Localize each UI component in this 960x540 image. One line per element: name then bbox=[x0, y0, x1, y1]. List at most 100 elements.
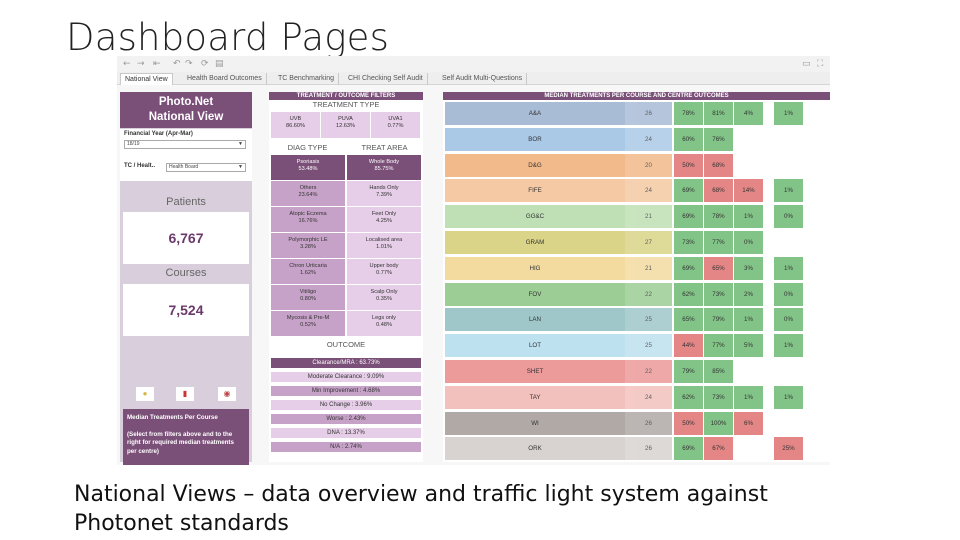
table-row[interactable]: GRAM 27 73% 77% 0% bbox=[445, 231, 830, 254]
treat-area-cell[interactable]: Upper body 0.77% bbox=[347, 259, 421, 284]
row-pct-c3 bbox=[734, 360, 763, 383]
row-pct-c2: 79% bbox=[704, 308, 733, 332]
redo-icon[interactable]: ↷ bbox=[185, 59, 193, 69]
outcome-item[interactable]: Min Improvement : 4.68% bbox=[271, 386, 421, 396]
treatment-type-name: PUVA bbox=[338, 116, 353, 122]
courses-label: Courses bbox=[165, 267, 207, 279]
treatment-type-cell[interactable]: PUVA 12.63% bbox=[321, 112, 370, 138]
tab-self-audit-multi[interactable]: Self Audit Multi-Questions bbox=[438, 73, 528, 85]
refresh-icon[interactable]: ⟳ bbox=[201, 59, 209, 69]
diag-type-cell[interactable]: Polymorphic LE 3.28% bbox=[271, 233, 345, 258]
table-row[interactable]: WI 26 50% 100% 6% bbox=[445, 411, 830, 435]
tc-select[interactable]: Health Board ▼ bbox=[166, 163, 246, 172]
treat-area-cell[interactable]: Scalp Only 0.35% bbox=[347, 285, 421, 310]
tab-national-view[interactable]: National View bbox=[120, 73, 173, 85]
row-label: FOV bbox=[445, 282, 625, 306]
table-row[interactable]: LAN 25 65% 79% 1% 0% bbox=[445, 308, 830, 332]
diag-type-cell[interactable]: Atopic Eczema 16.76% bbox=[271, 207, 345, 232]
table-row[interactable]: LOT 25 44% 77% 5% 1% bbox=[445, 334, 830, 358]
table-row[interactable]: ORK 26 69% 67% 25% bbox=[445, 437, 830, 461]
traffic-light-icon[interactable]: ▮ bbox=[176, 387, 194, 401]
diag-type-cell[interactable]: Mycosis & Pre-M 0.52% bbox=[271, 311, 345, 336]
row-pct-c3: 1% bbox=[734, 205, 763, 229]
diag-type-cell[interactable]: Others 23.64% bbox=[271, 181, 345, 206]
row-median: 26 bbox=[625, 102, 672, 125]
table-row[interactable]: SHET 22 79% 85% bbox=[445, 360, 830, 383]
row-pct-c4: 1% bbox=[774, 385, 803, 409]
diag-type-cell[interactable]: Chron Urticaria 1.62% bbox=[271, 259, 345, 284]
diag-type-cell[interactable]: Psoriasis 53.48% bbox=[271, 155, 345, 180]
outcome-title: OUTCOME bbox=[326, 340, 366, 349]
financial-year-value: 18/19 bbox=[127, 141, 140, 147]
comment-icon[interactable]: ▭ bbox=[802, 59, 811, 69]
treatment-type-cell[interactable]: UVB 86.60% bbox=[271, 112, 320, 138]
diag-type-name: Atopic Eczema bbox=[289, 211, 327, 217]
fullscreen-icon[interactable]: ⛶ bbox=[817, 59, 824, 69]
table-row[interactable]: A&A 26 78% 81% 4% 1% bbox=[445, 102, 830, 125]
treat-area-cell[interactable]: Legs only 0.48% bbox=[347, 311, 421, 336]
row-label: ORK bbox=[445, 437, 625, 461]
row-label: FIFE bbox=[445, 179, 625, 203]
treat-area-cell[interactable]: Localised area 1.01% bbox=[347, 233, 421, 258]
table-row[interactable]: FOV 22 62% 73% 2% 0% bbox=[445, 282, 830, 306]
treatment-type-cell[interactable]: UVA1 0.77% bbox=[371, 112, 420, 138]
row-median: 21 bbox=[625, 205, 672, 229]
financial-year-select[interactable]: 18/19 ▼ bbox=[124, 140, 246, 149]
row-pct-c1: 50% bbox=[674, 411, 703, 435]
back-icon[interactable]: ← bbox=[123, 59, 131, 69]
row-pct-c3: 1% bbox=[734, 308, 763, 332]
icons-row: ● ▮ ◉ bbox=[120, 385, 252, 403]
row-pct-c2: 78% bbox=[704, 205, 733, 229]
diag-type-name: Chron Urticaria bbox=[289, 263, 327, 269]
undo-icon[interactable]: ↶ bbox=[173, 59, 181, 69]
diag-type-pct: 23.64% bbox=[298, 192, 318, 198]
row-pct-c4: 1% bbox=[774, 334, 803, 358]
outcome-item[interactable]: N/A : 2.74% bbox=[271, 442, 421, 452]
tab-tc-benchmarking[interactable]: TC Benchmarking bbox=[274, 73, 340, 85]
outcome-item[interactable]: DNA : 13.37% bbox=[271, 428, 421, 438]
table-row[interactable]: FIFE 24 69% 68% 14% 1% bbox=[445, 179, 830, 203]
table-row[interactable]: D&G 20 50% 68% bbox=[445, 153, 830, 177]
diag-type-cell[interactable]: Vitiligo 0.80% bbox=[271, 285, 345, 310]
table-row[interactable]: TAY 24 62% 73% 1% 1% bbox=[445, 385, 830, 409]
treat-area-cell[interactable]: Feet Only 4.25% bbox=[347, 207, 421, 232]
row-pct-c3: 5% bbox=[734, 334, 763, 358]
diag-type-pct: 0.52% bbox=[300, 322, 316, 328]
row-pct-c1: 79% bbox=[674, 360, 703, 383]
row-label: BOR bbox=[445, 127, 625, 151]
row-pct-c1: 62% bbox=[674, 385, 703, 409]
treat-area-name: Hands Only bbox=[369, 185, 399, 191]
outcome-item[interactable]: Clearance/MRA : 63.73% bbox=[271, 358, 421, 368]
row-pct-c3 bbox=[734, 154, 763, 177]
treat-area-pct: 0.48% bbox=[376, 322, 392, 328]
outcome-item[interactable]: No Change : 3.96% bbox=[271, 400, 421, 410]
left-panel: Photo.Net National View Financial Year (… bbox=[120, 92, 252, 465]
treat-area-name: Localised area bbox=[365, 237, 403, 243]
row-label: GG&C bbox=[445, 205, 625, 229]
row-pct-c4: 1% bbox=[774, 179, 803, 203]
lightbulb-icon[interactable]: ● bbox=[136, 387, 154, 401]
table-row[interactable]: BOR 24 60% 76% bbox=[445, 127, 830, 151]
outcome-item[interactable]: Worse : 2.43% bbox=[271, 414, 421, 424]
rewind-icon[interactable]: ⇤ bbox=[153, 59, 161, 69]
row-pct-c4: 1% bbox=[774, 256, 803, 280]
row-pct-c4 bbox=[774, 231, 803, 254]
row-pct-c2: 85% bbox=[704, 360, 733, 383]
pause-icon[interactable]: ▤ bbox=[215, 59, 224, 69]
tab-chi-checking[interactable]: CHI Checking Self Audit bbox=[344, 73, 428, 85]
row-pct-c1: 62% bbox=[674, 282, 703, 306]
row-label: LAN bbox=[445, 308, 625, 332]
treat-area-title: TREAT AREA bbox=[361, 143, 408, 152]
outcome-item[interactable]: Moderate Clearance : 9.09% bbox=[271, 372, 421, 382]
tab-health-board-outcomes[interactable]: Health Board Outcomes bbox=[183, 73, 267, 85]
forward-icon[interactable]: → bbox=[137, 59, 145, 69]
treat-area-cell[interactable]: Whole Body 85.75% bbox=[347, 155, 421, 180]
row-label: SHET bbox=[445, 360, 625, 383]
table-row[interactable]: GG&C 21 69% 78% 1% 0% bbox=[445, 205, 830, 229]
treat-area-cell[interactable]: Hands Only 7.39% bbox=[347, 181, 421, 206]
target-icon[interactable]: ◉ bbox=[218, 387, 236, 401]
row-pct-c4: 1% bbox=[774, 102, 803, 125]
row-pct-c3: 2% bbox=[734, 282, 763, 306]
table-row[interactable]: HIG 21 69% 65% 3% 1% bbox=[445, 256, 830, 280]
row-median: 26 bbox=[625, 411, 672, 435]
